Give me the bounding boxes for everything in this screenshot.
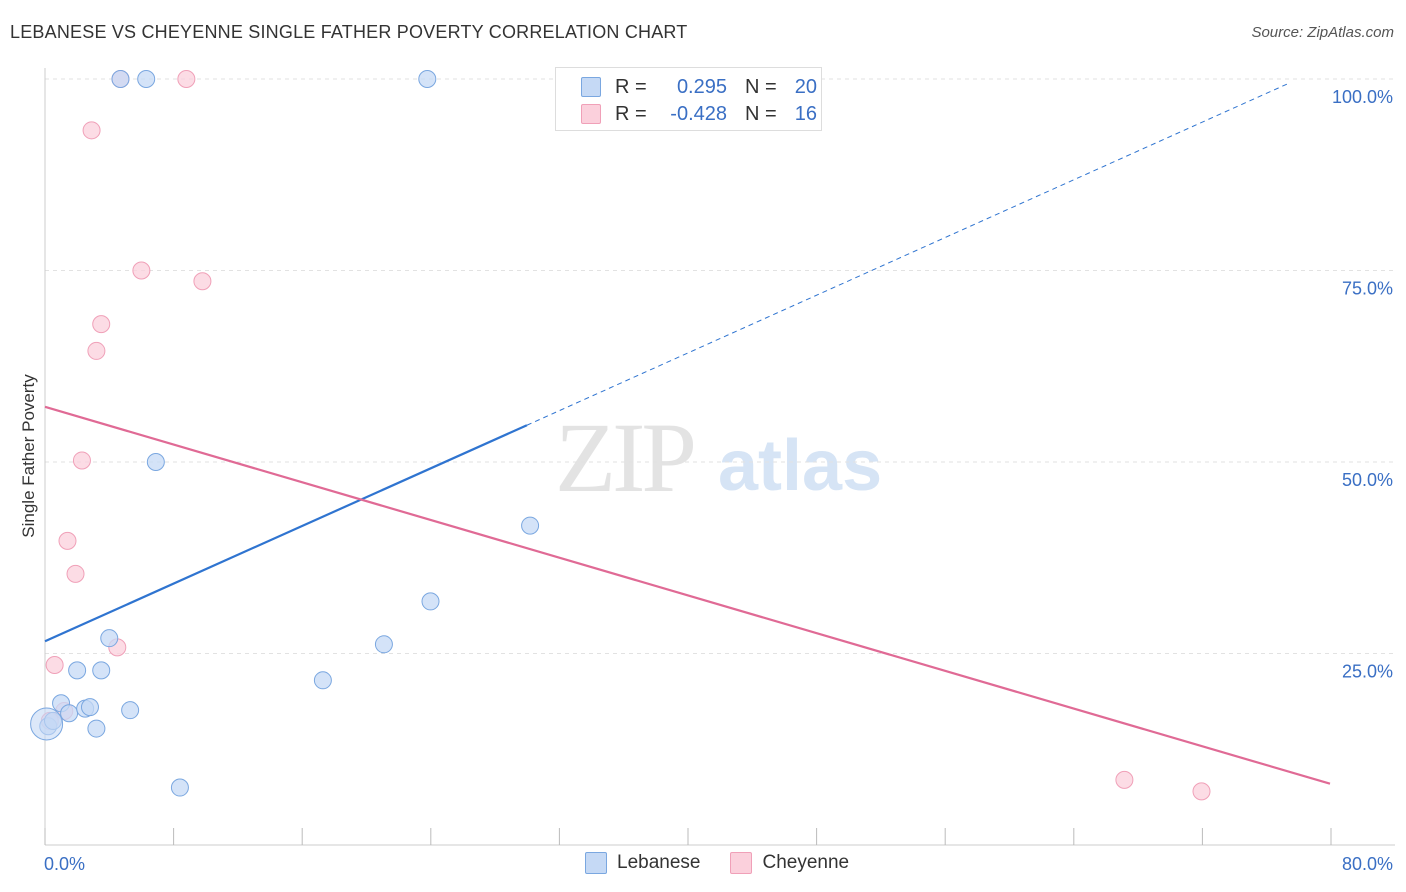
lebanese-point (146, 453, 165, 471)
lebanese-cluster-point (30, 707, 64, 741)
series-legend-lebanese: Lebanese (585, 852, 700, 874)
legend-row-cheyenne: R = -0.428 N = 16 (581, 101, 817, 127)
lebanese-point (374, 635, 393, 654)
legend-n-value: 20 (794, 75, 817, 98)
source-label: Source: ZipAtlas.com (1251, 24, 1394, 41)
cheyenne-trend-line (44, 405, 1331, 785)
legend-r-value: -0.428 (670, 102, 727, 125)
lebanese-trend-line (44, 424, 528, 643)
legend-r-label: R = (615, 75, 647, 98)
x-tick-label: 0.0% (44, 854, 85, 874)
watermark-atlas: atlas (718, 426, 883, 506)
lebanese-point (170, 778, 189, 797)
series-swatch-cheyenne (730, 852, 753, 874)
lebanese-point (421, 592, 440, 611)
series-legend: Lebanese Cheyenne (585, 852, 879, 874)
cheyenne-point (82, 121, 101, 140)
cheyenne-point (92, 315, 111, 334)
cheyenne-point (72, 451, 91, 470)
y-tick-label: 25.0% (1342, 662, 1393, 682)
lebanese-point (111, 70, 130, 88)
lebanese-point (80, 698, 99, 717)
lebanese-point (521, 516, 540, 535)
series-swatch-lebanese (585, 852, 607, 874)
chart-title: LEBANESE VS CHEYENNE SINGLE FATHER POVER… (10, 22, 688, 42)
cheyenne-point (45, 655, 64, 674)
legend-swatch-lebanese (581, 77, 601, 97)
cheyenne-point (132, 261, 151, 280)
lebanese-point (92, 661, 111, 680)
lebanese-point (87, 719, 106, 738)
series-label-lebanese: Lebanese (617, 852, 701, 873)
y-tick-label: 75.0% (1342, 279, 1393, 299)
legend-n-label: N = (745, 75, 777, 98)
legend-n-label: N = (745, 102, 777, 125)
correlation-legend: R = 0.295 N = 20 R = -0.428 N = 16 (555, 67, 822, 131)
cheyenne-point (177, 70, 196, 88)
y-tick-label: 100.0% (1332, 87, 1393, 107)
lebanese-point (100, 629, 119, 648)
legend-r-label: R = (615, 102, 647, 125)
cheyenne-point (1115, 770, 1134, 789)
lebanese-point (418, 70, 437, 88)
legend-swatch-cheyenne (581, 104, 601, 124)
legend-r-value: 0.295 (676, 75, 727, 98)
cheyenne-point (1192, 782, 1211, 801)
lebanese-point (60, 704, 79, 723)
legend-n-value: 16 (794, 102, 817, 125)
cheyenne-point (193, 272, 212, 291)
series-label-cheyenne: Cheyenne (762, 852, 850, 873)
watermark-zip: ZIP (555, 402, 697, 513)
lebanese-point (313, 671, 332, 690)
y-tick-label: 50.0% (1342, 470, 1393, 490)
cheyenne-point (66, 564, 85, 583)
series-legend-cheyenne: Cheyenne (730, 852, 849, 874)
cheyenne-point (87, 341, 106, 360)
lebanese-trend-line-extension (526, 82, 1291, 426)
lebanese-point (137, 70, 156, 88)
legend-row-lebanese: R = 0.295 N = 20 (581, 74, 817, 100)
lebanese-point (121, 701, 140, 720)
cheyenne-point (58, 531, 77, 550)
lebanese-point (68, 661, 87, 680)
x-tick-label: 80.0% (1342, 854, 1393, 874)
y-axis-label: Single Father Poverty (19, 374, 38, 538)
